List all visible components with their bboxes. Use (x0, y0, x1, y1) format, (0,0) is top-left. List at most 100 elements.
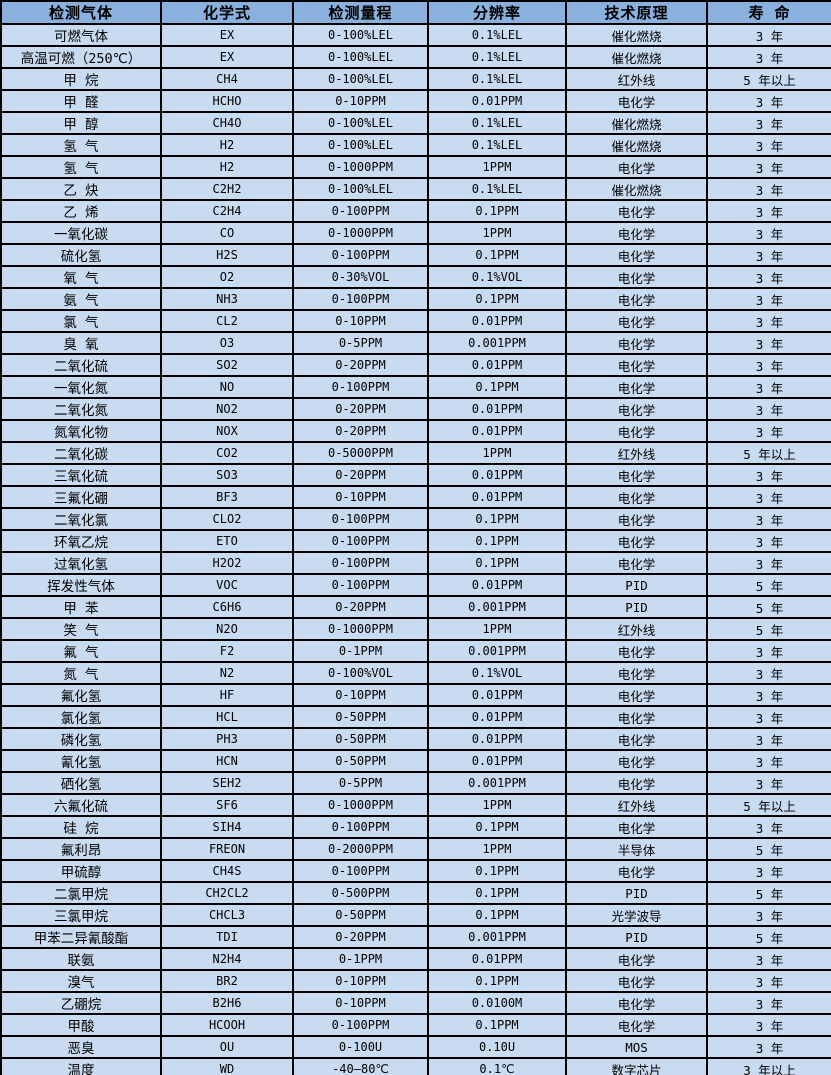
cell-chemical-formula: CL2 (160, 309, 294, 333)
cell-resolution: 1PPM (427, 793, 567, 817)
cell-gas-name: 联氨 (0, 947, 162, 971)
cell-technology-principle: 电化学 (565, 991, 708, 1015)
cell-gas-name: 甲 苯 (0, 595, 162, 619)
cell-gas-name: 笑 气 (0, 617, 162, 641)
cell-chemical-formula: VOC (160, 573, 294, 597)
cell-gas-name: 过氧化氢 (0, 551, 162, 575)
cell-chemical-formula: HF (160, 683, 294, 707)
cell-lifespan: 3 年 (706, 89, 831, 113)
cell-gas-name: 甲 醛 (0, 89, 162, 113)
cell-gas-name: 氟化氢 (0, 683, 162, 707)
cell-detection-range: 0-100PPM (292, 859, 429, 883)
cell-chemical-formula: C2H4 (160, 199, 294, 223)
cell-detection-range: 0-10PPM (292, 485, 429, 509)
cell-detection-range: 0-100PPM (292, 243, 429, 267)
cell-resolution: 0.01PPM (427, 573, 567, 597)
cell-resolution: 0.1%VOL (427, 265, 567, 289)
cell-lifespan: 3 年 (706, 463, 831, 487)
cell-gas-name: 氧 气 (0, 265, 162, 289)
cell-lifespan: 5 年 (706, 925, 831, 949)
cell-gas-name: 二氧化硫 (0, 353, 162, 377)
cell-detection-range: 0-1PPM (292, 947, 429, 971)
cell-resolution: 0.01PPM (427, 463, 567, 487)
cell-chemical-formula: CH4S (160, 859, 294, 883)
cell-lifespan: 5 年 (706, 573, 831, 597)
cell-resolution: 0.01PPM (427, 947, 567, 971)
cell-chemical-formula: CH4O (160, 111, 294, 135)
cell-gas-name: 臭 氧 (0, 331, 162, 355)
cell-gas-name: 二氧化氮 (0, 397, 162, 421)
cell-chemical-formula: TDI (160, 925, 294, 949)
cell-resolution: 0.1%VOL (427, 661, 567, 685)
cell-lifespan: 3 年 (706, 771, 831, 795)
table-row: 氟 气 F2 0-1PPM 0.001PPM 电化学 3 年 (0, 639, 831, 663)
cell-lifespan: 3 年 (706, 661, 831, 685)
cell-detection-range: 0-100PPM (292, 551, 429, 575)
cell-technology-principle: 电化学 (565, 463, 708, 487)
table-row: 硅 烷 SIH4 0-100PPM 0.1PPM 电化学 3 年 (0, 815, 831, 839)
table-row: 氰化氢 HCN 0-50PPM 0.01PPM 电化学 3 年 (0, 749, 831, 773)
cell-lifespan: 3 年 (706, 177, 831, 201)
cell-technology-principle: MOS (565, 1035, 708, 1059)
cell-resolution: 0.1℃ (427, 1057, 567, 1075)
cell-gas-name: 甲 烷 (0, 67, 162, 91)
col-header-lifespan: 寿 命 (706, 0, 831, 25)
cell-resolution: 0.1PPM (427, 815, 567, 839)
cell-chemical-formula: CLO2 (160, 507, 294, 531)
table-row: 联氨 N2H4 0-1PPM 0.01PPM 电化学 3 年 (0, 947, 831, 971)
cell-lifespan: 3 年 (706, 133, 831, 157)
cell-chemical-formula: BF3 (160, 485, 294, 509)
cell-lifespan: 3 年 (706, 375, 831, 399)
cell-technology-principle: 电化学 (565, 221, 708, 245)
cell-gas-name: 甲 醇 (0, 111, 162, 135)
cell-gas-name: 氯 气 (0, 309, 162, 333)
table-row: 氯化氢 HCL 0-50PPM 0.01PPM 电化学 3 年 (0, 705, 831, 729)
cell-gas-name: 溴气 (0, 969, 162, 993)
cell-resolution: 0.1PPM (427, 507, 567, 531)
cell-resolution: 0.1PPM (427, 243, 567, 267)
cell-resolution: 0.001PPM (427, 595, 567, 619)
cell-gas-name: 乙 烯 (0, 199, 162, 223)
col-header-resolution: 分辨率 (427, 0, 567, 25)
cell-resolution: 0.1PPM (427, 375, 567, 399)
cell-gas-name: 三氧化硫 (0, 463, 162, 487)
cell-lifespan: 3 年 (706, 683, 831, 707)
cell-chemical-formula: NH3 (160, 287, 294, 311)
cell-detection-range: 0-100%LEL (292, 177, 429, 201)
cell-resolution: 0.1PPM (427, 551, 567, 575)
cell-gas-name: 恶臭 (0, 1035, 162, 1059)
table-row: 氟利昂 FREON 0-2000PPM 1PPM 半导体 5 年 (0, 837, 831, 861)
cell-detection-range: 0-1000PPM (292, 793, 429, 817)
table-row: 恶臭 OU 0-100U 0.10U MOS 3 年 (0, 1035, 831, 1059)
cell-technology-principle: PID (565, 881, 708, 905)
cell-gas-name: 氟利昂 (0, 837, 162, 861)
table-row: 高温可燃（250℃） EX 0-100%LEL 0.1%LEL 催化燃烧 3 年 (0, 45, 831, 69)
cell-chemical-formula: FREON (160, 837, 294, 861)
cell-technology-principle: 电化学 (565, 89, 708, 113)
cell-lifespan: 5 年 (706, 881, 831, 905)
cell-chemical-formula: NO (160, 375, 294, 399)
cell-technology-principle: 电化学 (565, 419, 708, 443)
table-row: 甲苯二异氰酸酯 TDI 0-20PPM 0.001PPM PID 5 年 (0, 925, 831, 949)
cell-detection-range: 0-1000PPM (292, 617, 429, 641)
cell-lifespan: 3 年 (706, 529, 831, 553)
cell-chemical-formula: N2O (160, 617, 294, 641)
cell-technology-principle: 电化学 (565, 683, 708, 707)
table-body: 可燃气体 EX 0-100%LEL 0.1%LEL 催化燃烧 3 年高温可燃（250℃） E… (0, 23, 831, 1075)
table-row: 磷化氢 PH3 0-50PPM 0.01PPM 电化学 3 年 (0, 727, 831, 751)
cell-gas-name: 二氧化碳 (0, 441, 162, 465)
cell-lifespan: 5 年以上 (706, 67, 831, 91)
cell-technology-principle: 电化学 (565, 287, 708, 311)
cell-chemical-formula: O2 (160, 265, 294, 289)
table-row: 二氧化氮 NO2 0-20PPM 0.01PPM 电化学 3 年 (0, 397, 831, 421)
table-row: 氢 气 H2 0-1000PPM 1PPM 电化学 3 年 (0, 155, 831, 179)
cell-lifespan: 3 年 (706, 705, 831, 729)
cell-technology-principle: 电化学 (565, 1013, 708, 1037)
cell-lifespan: 3 年 (706, 265, 831, 289)
cell-resolution: 0.01PPM (427, 705, 567, 729)
table-row: 过氧化氢 H2O2 0-100PPM 0.1PPM 电化学 3 年 (0, 551, 831, 575)
cell-lifespan: 3 年 (706, 969, 831, 993)
cell-chemical-formula: N2 (160, 661, 294, 685)
cell-gas-name: 氨 气 (0, 287, 162, 311)
